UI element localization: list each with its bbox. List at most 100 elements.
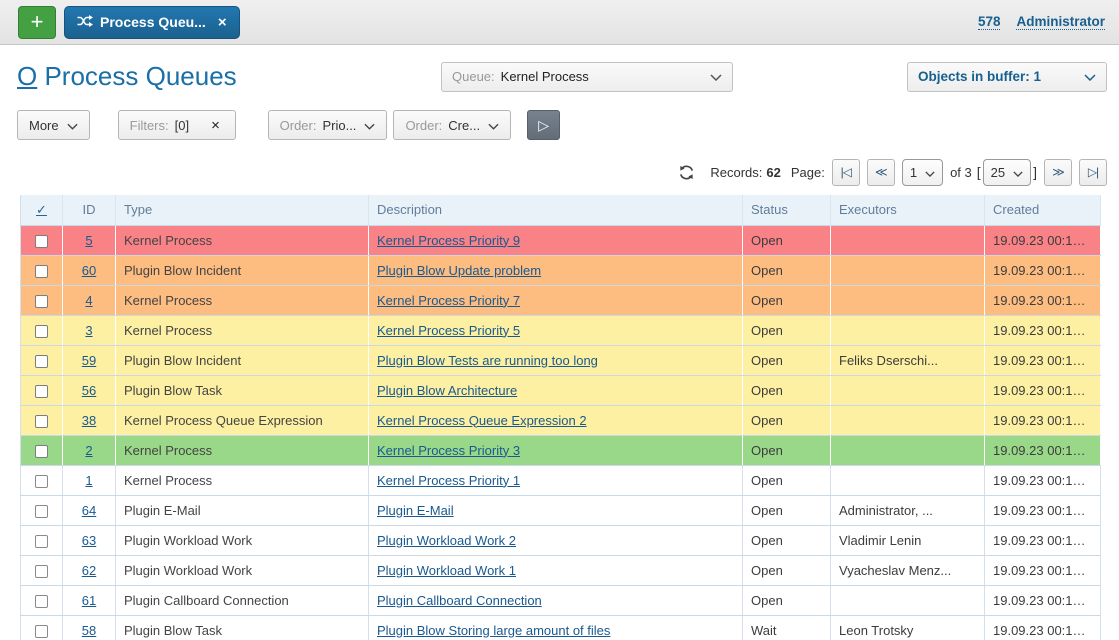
select-all-link[interactable]: ✓ <box>36 201 47 217</box>
chevron-down-icon <box>1084 69 1096 84</box>
row-checkbox[interactable] <box>35 294 48 308</box>
row-checkbox[interactable] <box>35 564 48 578</box>
column-header-id[interactable]: ID <box>62 195 116 226</box>
filters-label: Filters: <box>129 117 169 133</box>
tab-process-queues[interactable]: Process Queu... × <box>64 5 240 39</box>
row-id-link[interactable]: 56 <box>81 382 97 398</box>
row-id-link[interactable]: 64 <box>81 502 97 518</box>
row-description-link[interactable]: Kernel Process Priority 5 <box>377 322 521 338</box>
row-id-cell: 3 <box>62 315 116 346</box>
last-page-button[interactable]: ▷| <box>1079 158 1107 186</box>
row-id-link[interactable]: 4 <box>85 292 93 308</box>
page-size-select[interactable]: 25 <box>982 158 1032 186</box>
row-description-link[interactable]: Plugin Blow Tests are running too long <box>377 352 598 368</box>
table-row: 63 Plugin Workload Work Plugin Workload … <box>20 525 1101 556</box>
buffer-select[interactable]: Objects in buffer: 1 <box>907 61 1107 92</box>
row-description-cell: Plugin Workload Work 2 <box>368 525 743 556</box>
object-type-link[interactable]: O <box>17 61 38 91</box>
more-button[interactable]: More <box>17 110 90 140</box>
row-description-link[interactable]: Kernel Process Queue Expression 2 <box>377 412 587 428</box>
row-checkbox[interactable] <box>35 234 48 248</box>
row-description-cell: Kernel Process Priority 5 <box>368 315 743 346</box>
order-priority-select[interactable]: Order: Prio... <box>267 110 388 140</box>
row-id-link[interactable]: 60 <box>81 262 97 278</box>
row-status: Open <box>742 495 831 526</box>
row-description-link[interactable]: Kernel Process Priority 7 <box>377 292 521 308</box>
column-header-type[interactable]: Type <box>115 195 369 226</box>
row-id-link[interactable]: 59 <box>81 352 97 368</box>
row-checkbox[interactable] <box>35 624 48 638</box>
column-header-status[interactable]: Status <box>742 195 831 226</box>
row-checkbox[interactable] <box>35 474 48 488</box>
row-checkbox[interactable] <box>35 414 48 428</box>
tab-close-icon[interactable]: × <box>217 13 227 31</box>
run-button[interactable]: ▷ <box>527 110 561 140</box>
row-id-cell: 38 <box>62 405 116 436</box>
row-description-link[interactable]: Plugin Workload Work 2 <box>377 532 516 548</box>
page-label: Page: <box>790 164 825 180</box>
row-description-link[interactable]: Plugin E-Mail <box>377 502 454 518</box>
row-id-link[interactable]: 61 <box>81 592 97 608</box>
next-page-button[interactable]: ≫ <box>1044 158 1072 186</box>
row-checkbox[interactable] <box>35 534 48 548</box>
row-created: 19.09.23 00:14:23 <box>984 555 1101 586</box>
row-id-cell: 56 <box>62 375 116 406</box>
row-checkbox[interactable] <box>35 354 48 368</box>
column-header-executors[interactable]: Executors <box>830 195 985 226</box>
row-id-link[interactable]: 62 <box>81 562 97 578</box>
row-description-link[interactable]: Plugin Blow Storing large amount of file… <box>377 622 611 638</box>
row-description-cell: Plugin Workload Work 1 <box>368 555 743 586</box>
row-description-cell: Kernel Process Priority 3 <box>368 435 743 466</box>
row-checkbox[interactable] <box>35 594 48 608</box>
add-tab-button[interactable]: + <box>18 5 56 39</box>
page-number-select[interactable]: 1 <box>901 158 944 186</box>
row-checkbox[interactable] <box>35 264 48 278</box>
queue-select[interactable]: Queue: Kernel Process <box>441 61 733 92</box>
row-id-link[interactable]: 2 <box>85 442 93 458</box>
user-link[interactable]: Administrator <box>1016 14 1105 30</box>
row-description-link[interactable]: Plugin Workload Work 1 <box>377 562 516 578</box>
clear-filters-icon[interactable]: × <box>211 116 220 134</box>
order-created-value: Cre... <box>448 117 481 133</box>
row-checkbox[interactable] <box>35 504 48 518</box>
table-row: 62 Plugin Workload Work Plugin Workload … <box>20 555 1101 586</box>
row-description-link[interactable]: Kernel Process Priority 3 <box>377 442 521 458</box>
row-description-link[interactable]: Kernel Process Priority 1 <box>377 472 521 488</box>
row-description-link[interactable]: Kernel Process Priority 9 <box>377 232 521 248</box>
row-description-link[interactable]: Plugin Blow Architecture <box>377 382 518 398</box>
row-id-cell: 62 <box>62 555 116 586</box>
filters-button[interactable]: Filters: [0] × <box>117 110 236 140</box>
row-id-link[interactable]: 63 <box>81 532 97 548</box>
row-checkbox[interactable] <box>35 384 48 398</box>
row-id-link[interactable]: 1 <box>85 472 93 488</box>
row-id-cell: 4 <box>62 285 116 316</box>
row-status: Open <box>742 285 831 316</box>
row-id-link[interactable]: 3 <box>85 322 93 338</box>
table-row: 2 Kernel Process Kernel Process Priority… <box>20 435 1101 466</box>
row-description-cell: Kernel Process Queue Expression 2 <box>368 405 743 436</box>
row-checkbox-cell <box>20 255 63 286</box>
refresh-icon[interactable] <box>678 164 695 181</box>
row-checkbox[interactable] <box>35 324 48 338</box>
row-status: Open <box>742 465 831 496</box>
row-type: Plugin E-Mail <box>115 495 369 526</box>
first-page-button[interactable]: |◁ <box>831 158 860 186</box>
prev-page-button[interactable]: ≪ <box>866 158 895 186</box>
row-checkbox[interactable] <box>35 444 48 458</box>
column-header-description[interactable]: Description <box>368 195 743 226</box>
row-id-link[interactable]: 5 <box>85 232 93 248</box>
row-id-cell: 2 <box>62 435 116 466</box>
row-id-link[interactable]: 58 <box>81 622 97 638</box>
row-executors <box>830 375 985 406</box>
row-status: Open <box>742 555 831 586</box>
row-description-link[interactable]: Plugin Callboard Connection <box>377 592 542 608</box>
row-checkbox-cell <box>20 375 63 406</box>
column-header-created[interactable]: Created <box>984 195 1101 226</box>
table-row: 61 Plugin Callboard Connection Plugin Ca… <box>20 585 1101 616</box>
row-id-link[interactable]: 38 <box>81 412 97 428</box>
notification-count-link[interactable]: 578 <box>977 14 1001 30</box>
order-created-select[interactable]: Order: Cre... <box>393 110 512 140</box>
order-priority-value: Prio... <box>322 117 357 133</box>
tab-label: Process Queu... <box>100 14 206 30</box>
row-description-link[interactable]: Plugin Blow Update problem <box>377 262 542 278</box>
